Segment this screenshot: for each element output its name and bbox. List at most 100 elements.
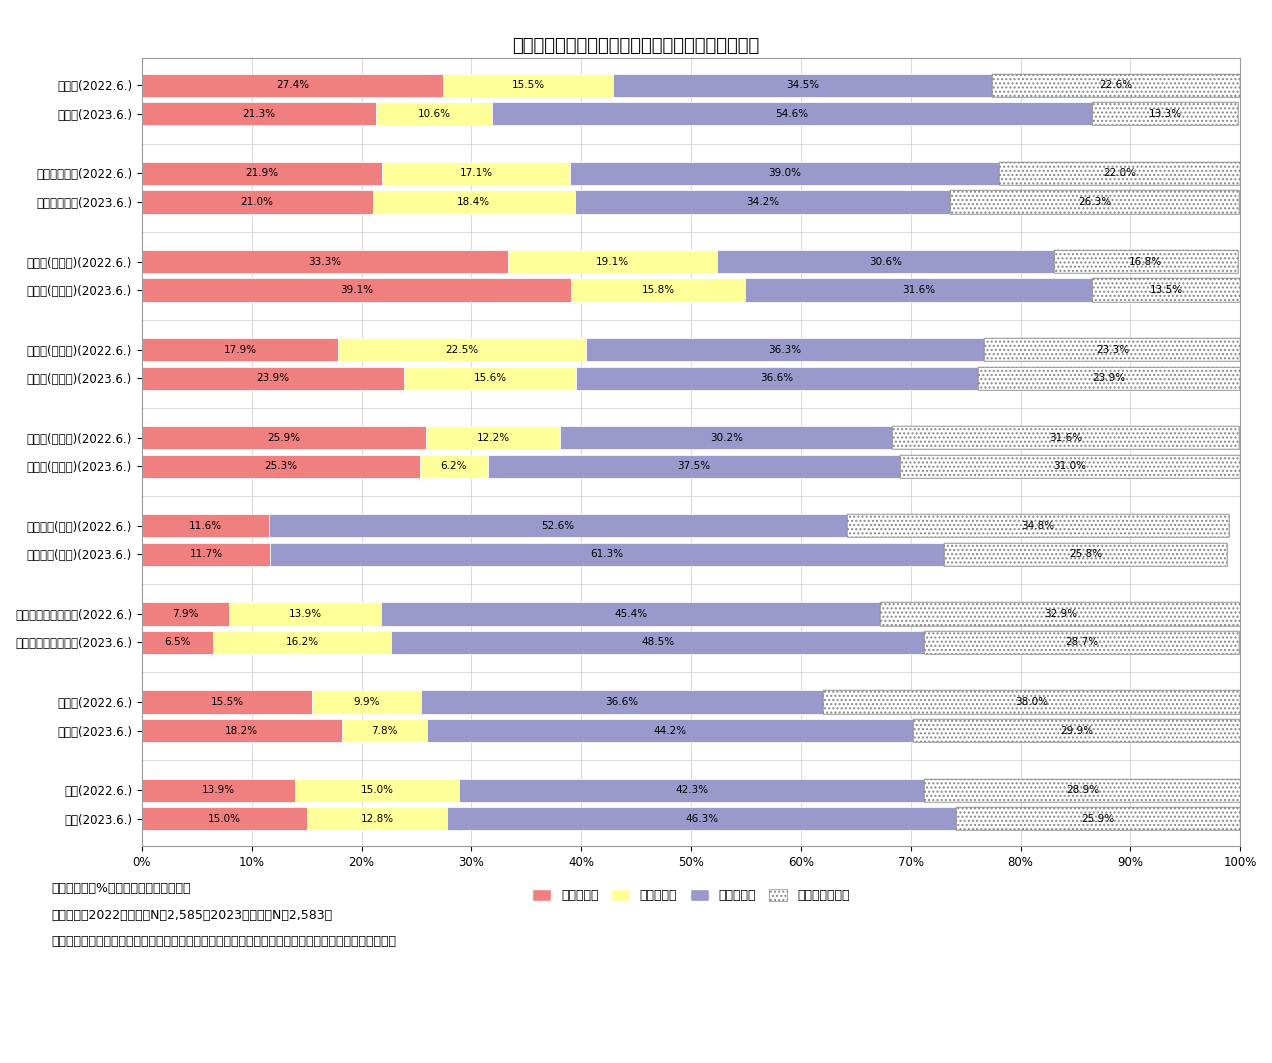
Bar [426, 426, 561, 450]
Bar [985, 338, 1240, 361]
Bar [142, 162, 383, 185]
Bar [342, 719, 427, 742]
Text: 13.9%: 13.9% [202, 786, 235, 795]
Text: （備考１）５%未満の数値は表記を略。: （備考１）５%未満の数値は表記を略。 [51, 882, 191, 895]
Text: 61.3%: 61.3% [590, 550, 623, 559]
Bar [312, 691, 421, 713]
Bar [404, 367, 576, 390]
Bar [955, 807, 1240, 830]
Legend: 週５回以上, 週１～４回, 月３回以下, 未利用･非該当: 週５回以上, 週１～４回, 月３回以下, 未利用･非該当 [528, 884, 855, 908]
Text: 37.5%: 37.5% [677, 461, 710, 471]
Text: 30.6%: 30.6% [869, 256, 902, 267]
Bar [1053, 250, 1238, 273]
Bar [508, 250, 717, 273]
Text: 25.3%: 25.3% [265, 461, 298, 471]
Text: 6.2%: 6.2% [440, 461, 467, 471]
Text: （備考２）2022年６月はN＝2,585、2023年６月はN＝2,583。: （備考２）2022年６月はN＝2,585、2023年６月はN＝2,583。 [51, 909, 332, 922]
Bar [142, 102, 375, 125]
Text: 54.6%: 54.6% [776, 108, 809, 119]
Bar [999, 162, 1240, 185]
Text: 15.8%: 15.8% [641, 285, 674, 296]
Text: 22.5%: 22.5% [445, 344, 478, 355]
Text: 13.3%: 13.3% [1149, 108, 1182, 119]
Bar [492, 102, 1093, 125]
Text: 12.2%: 12.2% [477, 433, 510, 443]
Bar [142, 630, 214, 654]
Text: 25.9%: 25.9% [267, 433, 300, 443]
Text: 29.9%: 29.9% [1061, 726, 1094, 736]
Text: 36.3%: 36.3% [768, 344, 801, 355]
Text: 7.9%: 7.9% [172, 609, 198, 619]
Bar [1093, 279, 1240, 302]
Text: 図表８　職業別にみた電車やバスの利用頻度の変化: 図表８ 職業別にみた電車やバスの利用頻度の変化 [513, 37, 759, 55]
Text: 22.6%: 22.6% [1099, 81, 1133, 90]
Text: 30.2%: 30.2% [710, 433, 743, 443]
Bar [420, 455, 488, 478]
Bar [142, 807, 307, 830]
Bar [913, 719, 1241, 742]
Bar [421, 691, 823, 713]
Bar [923, 630, 1239, 654]
Text: 15.5%: 15.5% [511, 81, 544, 90]
Text: 25.9%: 25.9% [1081, 813, 1114, 824]
Bar [214, 630, 392, 654]
Bar [992, 73, 1240, 97]
Bar [142, 719, 342, 742]
Bar [427, 719, 913, 742]
Text: 12.8%: 12.8% [360, 813, 393, 824]
Bar [892, 426, 1239, 450]
Bar [142, 455, 420, 478]
Bar [613, 73, 992, 97]
Text: 6.5%: 6.5% [164, 638, 191, 647]
Text: 21.9%: 21.9% [245, 168, 279, 179]
Bar [823, 691, 1240, 713]
Text: 31.0%: 31.0% [1053, 461, 1086, 471]
Text: 13.9%: 13.9% [289, 609, 322, 619]
Bar [1093, 279, 1240, 302]
Bar [142, 367, 404, 390]
Text: 16.8%: 16.8% [1130, 256, 1163, 267]
Bar [899, 455, 1240, 478]
Text: 39.0%: 39.0% [768, 168, 801, 179]
Bar [561, 426, 892, 450]
Text: 21.0%: 21.0% [240, 197, 273, 207]
Bar [295, 778, 459, 802]
Bar [717, 250, 1053, 273]
Text: 45.4%: 45.4% [614, 609, 647, 619]
Bar [142, 778, 295, 802]
Text: 26.3%: 26.3% [1079, 197, 1112, 207]
Text: 17.9%: 17.9% [224, 344, 257, 355]
Text: 15.5%: 15.5% [210, 697, 243, 707]
Text: 42.3%: 42.3% [675, 786, 709, 795]
Text: 11.7%: 11.7% [190, 550, 223, 559]
Bar [270, 514, 847, 538]
Bar [570, 162, 999, 185]
Bar [142, 279, 571, 302]
Text: 10.6%: 10.6% [417, 108, 450, 119]
Text: 11.6%: 11.6% [190, 521, 223, 530]
Text: 18.4%: 18.4% [457, 197, 490, 207]
Text: 39.1%: 39.1% [340, 285, 373, 296]
Text: 25.8%: 25.8% [1068, 550, 1102, 559]
Bar [985, 338, 1240, 361]
Text: 21.3%: 21.3% [242, 108, 276, 119]
Bar [978, 367, 1240, 390]
Text: 32.9%: 32.9% [1044, 609, 1077, 619]
Bar [880, 603, 1241, 625]
Bar [923, 778, 1241, 802]
Bar [382, 603, 880, 625]
Bar [992, 73, 1240, 97]
Bar [923, 778, 1241, 802]
Bar [1093, 102, 1238, 125]
Bar [142, 543, 271, 566]
Bar [913, 719, 1241, 742]
Bar [383, 162, 570, 185]
Text: 19.1%: 19.1% [597, 256, 630, 267]
Text: 36.6%: 36.6% [605, 697, 639, 707]
Bar [999, 162, 1240, 185]
Bar [944, 543, 1227, 566]
Bar [307, 807, 448, 830]
Bar [375, 102, 492, 125]
Bar [823, 691, 1240, 713]
Bar [142, 190, 373, 214]
